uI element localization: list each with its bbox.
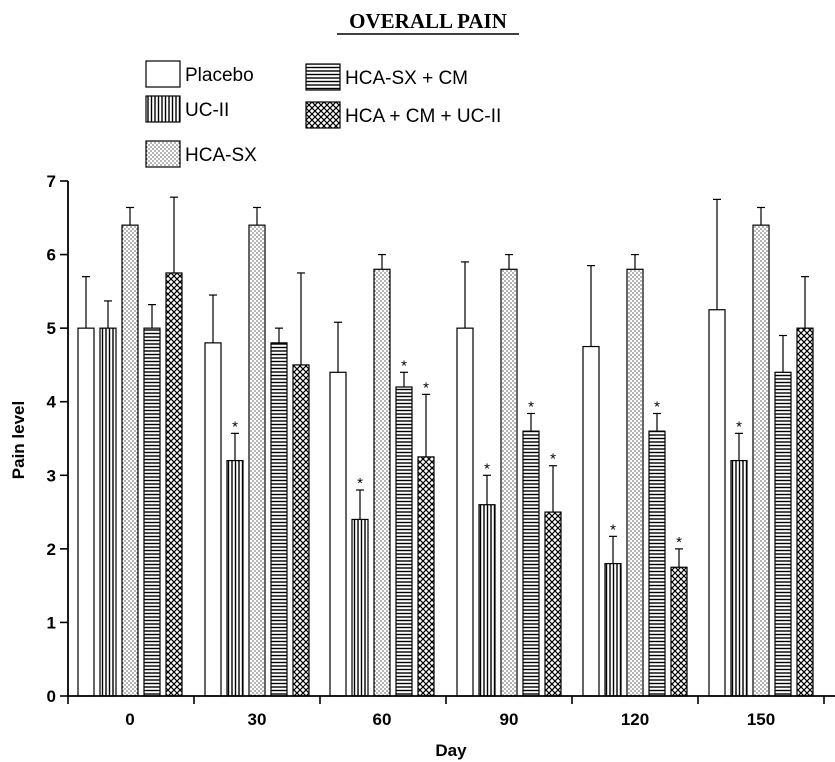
bar-hca-cm-uc-ii-day-60 [417, 456, 435, 697]
significance-star: * [550, 451, 556, 468]
bar-hca-sx-cm-day-0 [143, 327, 161, 697]
legend: Placebo UC-II HCA-SX HCA-SX + CM HCA + CM + … [145, 60, 501, 168]
bar-hca-cm-uc-ii-day-90 [544, 511, 562, 697]
significance-star: * [676, 534, 682, 551]
bar-hca-cm-uc-ii-day-120 [670, 566, 688, 697]
bar-uc-ii-day-90 [478, 504, 496, 697]
x-tick-label: 30 [248, 710, 267, 729]
y-tick-label: 5 [47, 319, 56, 338]
bar-hca-sx-day-60 [373, 268, 391, 697]
y-tick-label: 4 [47, 393, 57, 412]
legend-swatch-hca-sx [145, 140, 181, 168]
legend-swatch-hca-cm-uc-ii [305, 101, 341, 129]
axes: 0 1 2 3 4 5 6 7 0 30 60 90 120 150 [47, 172, 835, 729]
bar-placebo-day-120 [582, 345, 600, 697]
x-axis-label: Day [435, 741, 467, 760]
x-tick-label: 150 [747, 710, 775, 729]
chart-title: OVERALL PAIN [349, 9, 507, 33]
legend-swatch-placebo [145, 60, 181, 88]
legend-label: HCA + CM + UC-II [345, 106, 501, 127]
legend-label: HCA-SX + CM [345, 68, 468, 89]
bar-hca-sx-day-0 [121, 224, 139, 697]
bar-hca-sx-day-30 [248, 224, 266, 697]
bar-uc-ii-day-150 [730, 459, 748, 697]
error-bars [82, 196, 809, 568]
bar-hca-sx-cm-day-60 [395, 386, 413, 697]
significance-markers: * * * * * * * * * * * [232, 357, 742, 551]
bar-hca-cm-uc-ii-day-150 [796, 327, 814, 697]
bar-area [77, 224, 814, 697]
significance-star: * [610, 521, 616, 538]
bar-uc-ii-day-30 [226, 459, 244, 697]
bar-placebo-day-0 [77, 327, 95, 697]
significance-star: * [401, 357, 407, 374]
bar-hca-sx-day-120 [626, 268, 644, 697]
y-tick-label: 3 [47, 466, 56, 485]
bar-hca-sx-cm-day-90 [522, 430, 540, 697]
legend-label: Placebo [185, 65, 254, 86]
bar-uc-ii-day-120 [604, 562, 622, 697]
legend-swatch-hca-sx-cm [305, 63, 341, 91]
legend-label: UC-II [185, 100, 229, 121]
bar-hca-sx-day-150 [752, 224, 770, 697]
bar-hca-cm-uc-ii-day-30 [292, 364, 310, 697]
x-tick-label: 120 [621, 710, 649, 729]
significance-star: * [232, 418, 238, 435]
legend-label: HCA-SX [185, 145, 257, 166]
bar-hca-sx-cm-day-30 [270, 342, 288, 697]
significance-star: * [423, 379, 429, 396]
bar-hca-sx-day-90 [500, 268, 518, 697]
y-tick-label: 2 [47, 540, 56, 559]
bar-hca-cm-uc-ii-day-0 [165, 272, 183, 697]
x-tick-label: 90 [500, 710, 519, 729]
y-tick-label: 7 [47, 172, 56, 191]
bar-hca-sx-cm-day-150 [774, 371, 792, 697]
bar-placebo-day-150 [708, 309, 726, 697]
significance-star: * [484, 460, 490, 477]
bar-hca-sx-cm-day-120 [648, 430, 666, 697]
bar-placebo-day-60 [329, 371, 347, 697]
y-tick-label: 6 [47, 246, 56, 265]
legend-swatch-uc-ii [145, 95, 181, 123]
y-axis-label: Pain level [9, 401, 28, 479]
significance-star: * [528, 398, 534, 415]
significance-star: * [654, 398, 660, 415]
bar-uc-ii-day-0 [99, 327, 117, 697]
bar-placebo-day-30 [204, 342, 222, 697]
significance-star: * [357, 475, 363, 492]
x-tick-label: 0 [125, 710, 134, 729]
y-tick-label: 0 [47, 687, 56, 706]
bar-uc-ii-day-60 [351, 518, 369, 697]
y-tick-label: 1 [47, 613, 56, 632]
bar-placebo-day-90 [456, 327, 474, 697]
significance-star: * [736, 418, 742, 435]
x-tick-label: 60 [373, 710, 392, 729]
